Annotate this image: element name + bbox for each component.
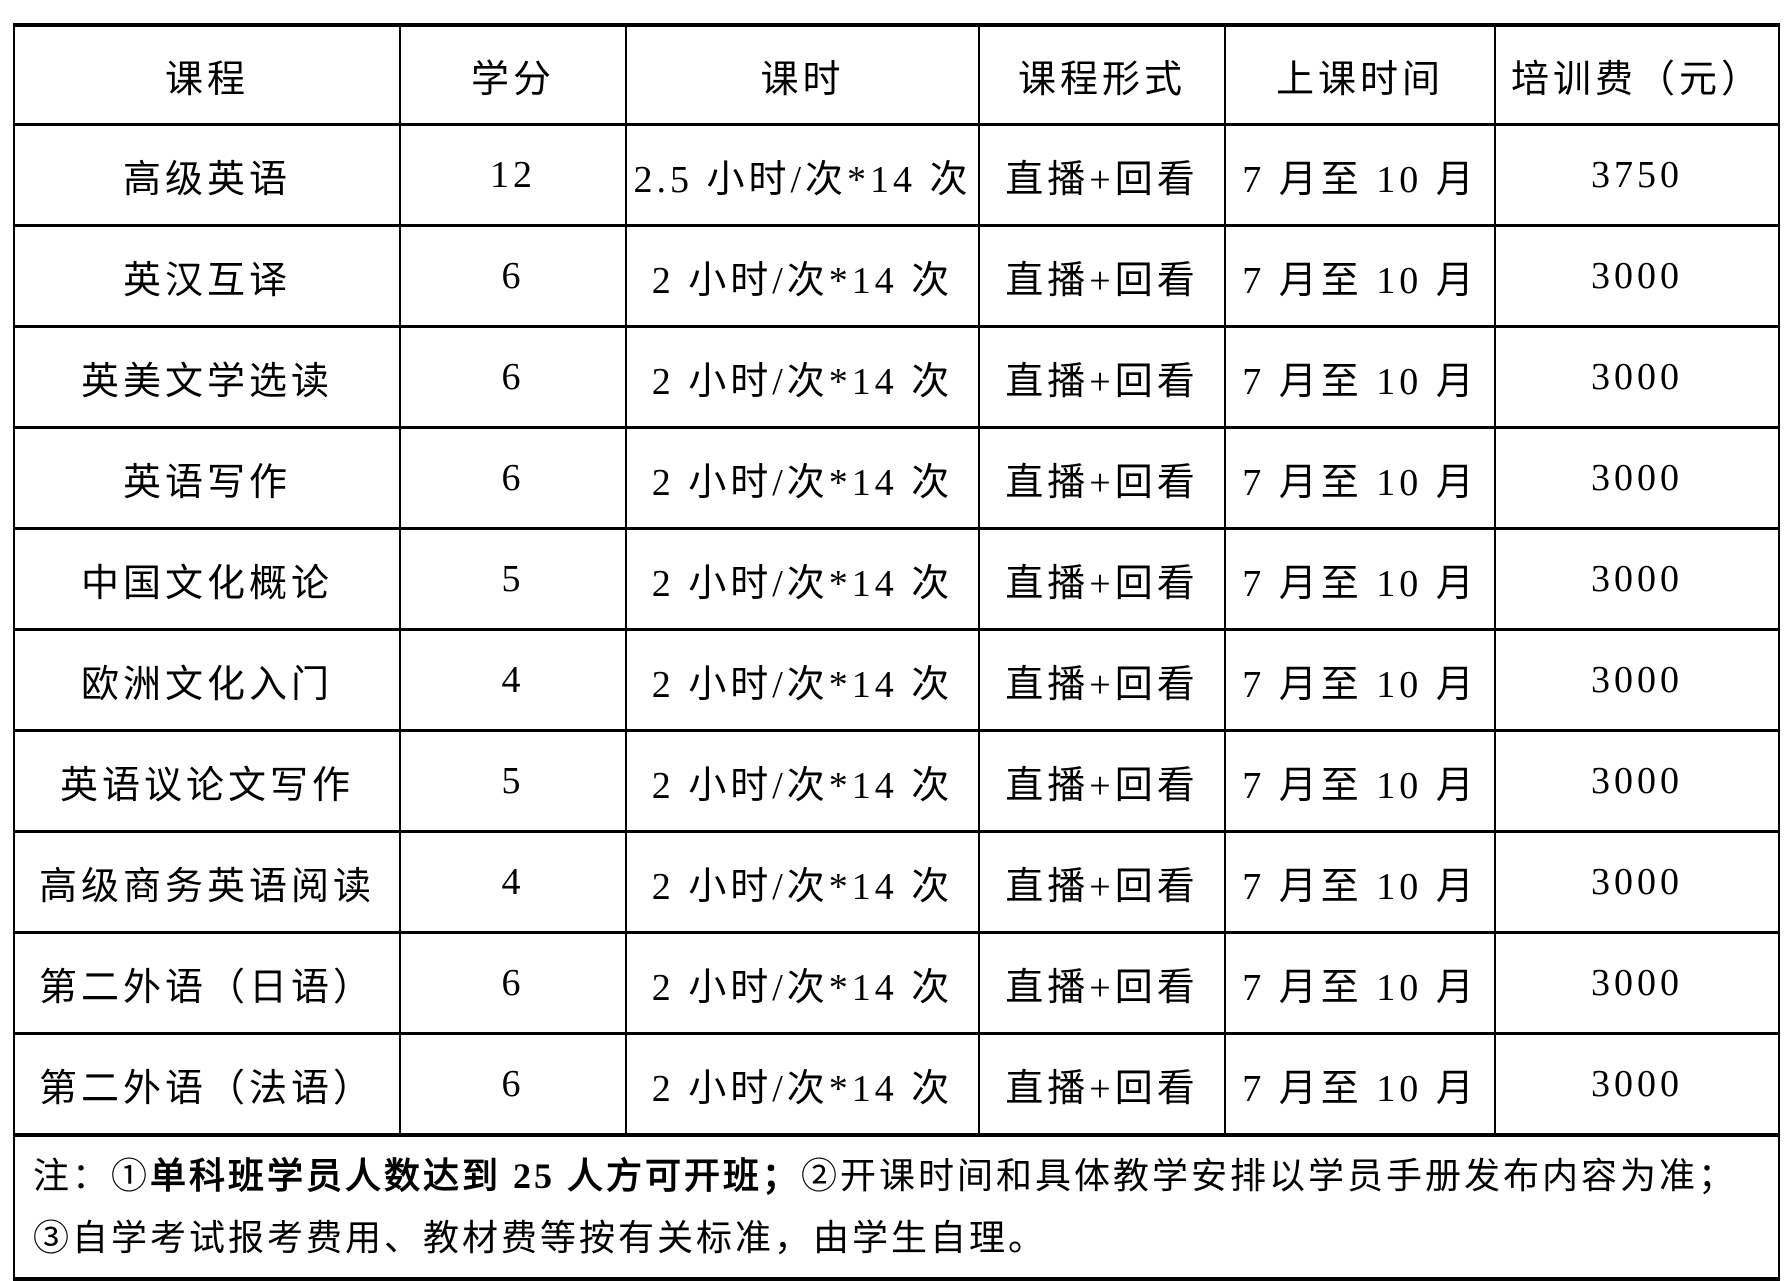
cell-format: 直播+回看 xyxy=(978,325,1226,429)
cell-credits: 6 xyxy=(399,224,627,328)
cell-course: 第二外语（日语） xyxy=(13,931,401,1035)
cell-course: 中国文化概论 xyxy=(13,527,401,631)
note-row: 注：①单科班学员人数达到 25 人方可开班；②开课时间和具体教学安排以学员手册发… xyxy=(13,1133,1780,1281)
cell-format: 直播+回看 xyxy=(978,628,1226,732)
cell-schedule: 7 月至 10 月 xyxy=(1224,426,1496,530)
cell-credits: 5 xyxy=(399,527,627,631)
cell-course: 第二外语（法语） xyxy=(13,1032,401,1137)
cell-course: 高级商务英语阅读 xyxy=(13,830,401,934)
cell-hours: 2 小时/次*14 次 xyxy=(625,830,980,934)
cell-course: 欧洲文化入门 xyxy=(13,628,401,732)
table-row: 高级商务英语阅读 4 2 小时/次*14 次直播+回看 7 月至 10 月 3000 xyxy=(13,830,1780,934)
cell-schedule: 7 月至 10 月 xyxy=(1224,527,1496,631)
table-row: 中国文化概论 5 2 小时/次*14 次直播+回看 7 月至 10 月 3000 xyxy=(13,527,1780,631)
cell-format: 直播+回看 xyxy=(978,224,1226,328)
cell-schedule: 7 月至 10 月 xyxy=(1224,123,1496,227)
cell-credits: 6 xyxy=(399,931,627,1035)
table-row: 高级英语 12 2.5 小时/次*14 次直播+回看 7 月至 10 月 3750 xyxy=(13,123,1780,227)
cell-format: 直播+回看 xyxy=(978,527,1226,631)
cell-fee: 3000 xyxy=(1494,1032,1780,1137)
cell-course: 英美文学选读 xyxy=(13,325,401,429)
cell-schedule: 7 月至 10 月 xyxy=(1224,830,1496,934)
cell-course: 英汉互译 xyxy=(13,224,401,328)
table-row: 英汉互译 6 2 小时/次*14 次直播+回看 7 月至 10 月 3000 xyxy=(13,224,1780,328)
cell-format: 直播+回看 xyxy=(978,426,1226,530)
table-row: 第二外语（法语） 6 2 小时/次*14 次直播+回看 7 月至 10 月 3000 xyxy=(13,1032,1780,1137)
note-bold: 单科班学员人数达到 25 人方可开班； xyxy=(150,1156,802,1196)
table-row: 第二外语（日语） 6 2 小时/次*14 次直播+回看 7 月至 10 月 3000 xyxy=(13,931,1780,1035)
note: 注：①单科班学员人数达到 25 人方可开班；②开课时间和具体教学安排以学员手册发… xyxy=(13,1133,1780,1281)
cell-hours: 2 小时/次*14 次 xyxy=(625,325,980,429)
note-rest: ②开课时间和具体教学安排以学员手册发布内容为准；③自学考试报考费用、教材费等按有… xyxy=(33,1156,1738,1258)
cell-fee: 3750 xyxy=(1494,123,1780,227)
header-format: 课程形式 xyxy=(978,23,1226,126)
cell-fee: 3000 xyxy=(1494,224,1780,328)
cell-hours: 2 小时/次*14 次 xyxy=(625,628,980,732)
table-header-row: 课程 学分 课时 课程形式 上课时间 培训费（元） xyxy=(13,23,1780,126)
cell-credits: 6 xyxy=(399,1032,627,1137)
cell-hours: 2 小时/次*14 次 xyxy=(625,931,980,1035)
header-course: 课程 xyxy=(13,23,401,126)
table-row: 英语写作 6 2 小时/次*14 次直播+回看 7 月至 10 月 3000 xyxy=(13,426,1780,530)
header-fee: 培训费（元） xyxy=(1494,23,1780,126)
cell-course: 英语写作 xyxy=(13,426,401,530)
cell-format: 直播+回看 xyxy=(978,931,1226,1035)
cell-format: 直播+回看 xyxy=(978,729,1226,833)
course-table: 课程 学分 课时 课程形式 上课时间 培训费（元） 高级英语 12 2.5 小时/次… xyxy=(13,23,1780,1281)
cell-schedule: 7 月至 10 月 xyxy=(1224,224,1496,328)
cell-credits: 4 xyxy=(399,628,627,732)
table-row: 英语议论文写作 5 2 小时/次*14 次直播+回看 7 月至 10 月 3000 xyxy=(13,729,1780,833)
header-credits: 学分 xyxy=(399,23,627,126)
cell-hours: 2 小时/次*14 次 xyxy=(625,224,980,328)
cell-schedule: 7 月至 10 月 xyxy=(1224,1032,1496,1137)
cell-credits: 6 xyxy=(399,426,627,530)
cell-fee: 3000 xyxy=(1494,527,1780,631)
cell-fee: 3000 xyxy=(1494,729,1780,833)
cell-format: 直播+回看 xyxy=(978,830,1226,934)
note-prefix: 注：① xyxy=(33,1156,151,1196)
cell-course: 英语议论文写作 xyxy=(13,729,401,833)
cell-credits: 5 xyxy=(399,729,627,833)
cell-fee: 3000 xyxy=(1494,325,1780,429)
cell-fee: 3000 xyxy=(1494,830,1780,934)
cell-credits: 12 xyxy=(399,123,627,227)
cell-schedule: 7 月至 10 月 xyxy=(1224,931,1496,1035)
cell-hours: 2 小时/次*14 次 xyxy=(625,1032,980,1137)
cell-schedule: 7 月至 10 月 xyxy=(1224,325,1496,429)
table-row: 英美文学选读 6 2 小时/次*14 次直播+回看 7 月至 10 月 3000 xyxy=(13,325,1780,429)
cell-fee: 3000 xyxy=(1494,628,1780,732)
cell-hours: 2 小时/次*14 次 xyxy=(625,426,980,530)
cell-hours: 2 小时/次*14 次 xyxy=(625,729,980,833)
cell-course: 高级英语 xyxy=(13,123,401,227)
cell-format: 直播+回看 xyxy=(978,123,1226,227)
cell-format: 直播+回看 xyxy=(978,1032,1226,1137)
cell-hours: 2 小时/次*14 次 xyxy=(625,527,980,631)
cell-fee: 3000 xyxy=(1494,931,1780,1035)
cell-hours: 2.5 小时/次*14 次 xyxy=(625,123,980,227)
header-hours: 课时 xyxy=(625,23,980,126)
cell-credits: 4 xyxy=(399,830,627,934)
cell-schedule: 7 月至 10 月 xyxy=(1224,628,1496,732)
header-schedule: 上课时间 xyxy=(1224,23,1496,126)
cell-fee: 3000 xyxy=(1494,426,1780,530)
cell-schedule: 7 月至 10 月 xyxy=(1224,729,1496,833)
cell-credits: 6 xyxy=(399,325,627,429)
table-row: 欧洲文化入门 4 2 小时/次*14 次直播+回看 7 月至 10 月 3000 xyxy=(13,628,1780,732)
